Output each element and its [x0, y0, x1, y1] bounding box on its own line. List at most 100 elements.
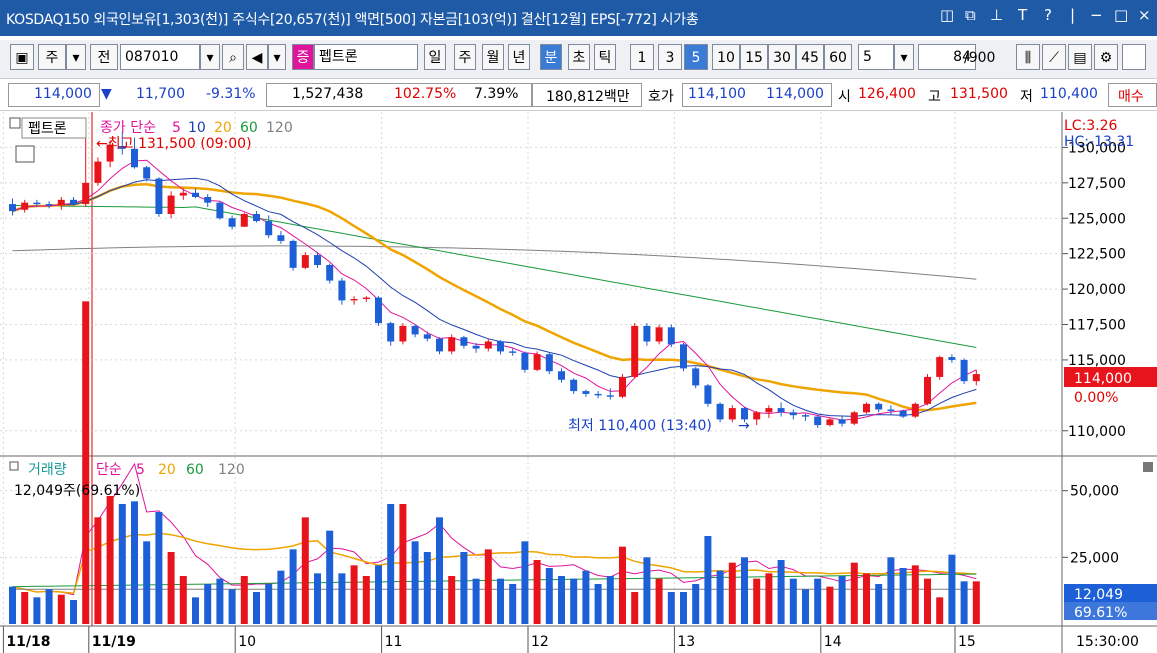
interval-dropdown-icon[interactable]: ▾	[894, 44, 914, 70]
volume-bar	[362, 576, 370, 624]
count-input[interactable]: 84	[918, 44, 976, 70]
volume-bar	[167, 552, 175, 624]
period-tick-button[interactable]: 틱	[594, 44, 616, 70]
candle-body	[582, 391, 590, 394]
stock-name-field[interactable]: 펩트론	[314, 44, 418, 70]
pin-icon[interactable]: ⊥	[990, 6, 1004, 24]
candle-body	[704, 385, 712, 404]
x-tick-label: 11/19	[92, 634, 136, 650]
volume-bar	[802, 589, 809, 624]
stock-badge: 증	[292, 44, 314, 70]
open-price: 126,400	[858, 86, 916, 102]
candle-body	[497, 341, 504, 352]
low-label: 저	[1020, 89, 1033, 105]
panel-close-icon[interactable]	[1143, 462, 1153, 472]
candle-body	[253, 214, 260, 222]
lc-label: LC:3.26	[1064, 118, 1118, 134]
interval-60-button[interactable]: 60	[824, 44, 852, 70]
week-button[interactable]: 주	[38, 44, 66, 70]
volume-bar	[924, 578, 931, 624]
high-label: 고	[928, 89, 941, 105]
period-day-button[interactable]: 일	[424, 44, 446, 70]
current-price: 114,000	[34, 86, 92, 102]
code-input[interactable]: 087010	[120, 44, 200, 70]
speaker-dropdown-icon[interactable]: ▾	[268, 44, 286, 70]
period-second-button[interactable]: 초	[568, 44, 590, 70]
interval-5-button[interactable]: 5	[684, 44, 708, 70]
dropdown-icon[interactable]: ▾	[66, 44, 86, 70]
ma120-line	[12, 245, 977, 280]
current-price-tag	[1064, 367, 1157, 387]
price-change: 11,700	[136, 86, 185, 102]
candle-body	[667, 327, 675, 345]
candle-icon[interactable]: ⫼	[1016, 44, 1040, 70]
interval-45-button[interactable]: 45	[796, 44, 824, 70]
close-button[interactable]: ×	[1138, 6, 1151, 24]
period-year-button[interactable]: 년	[508, 44, 530, 70]
help-icon[interactable]: ?	[1044, 6, 1052, 24]
interval-30-button[interactable]: 30	[768, 44, 796, 70]
candle-body	[436, 338, 443, 352]
menu-icon[interactable]: ▣	[10, 44, 34, 70]
code-dropdown-icon[interactable]: ▾	[200, 44, 220, 70]
volume-bar	[423, 552, 431, 624]
price-ma-60: 60	[240, 120, 258, 136]
low-price: 110,400	[1040, 86, 1098, 102]
interval-input[interactable]: 5	[858, 44, 894, 70]
font-icon[interactable]: T	[1018, 6, 1028, 24]
all-button[interactable]: 전	[90, 44, 118, 70]
ma10-line	[12, 177, 977, 417]
candle-body	[655, 327, 663, 342]
checkbox[interactable]	[1122, 44, 1146, 70]
bid-price: 114,000	[766, 86, 824, 102]
volume-bar	[863, 573, 870, 624]
gear-icon[interactable]: ⚙	[1094, 44, 1118, 70]
volume-bar	[82, 301, 90, 624]
candle-body	[314, 255, 321, 265]
volume-bar	[777, 560, 785, 624]
volume-bar	[57, 594, 65, 624]
maximize-button[interactable]: □	[1114, 6, 1129, 24]
volume-panel-name[interactable]: 거래량	[28, 462, 67, 478]
interval-1-button[interactable]: 1	[630, 44, 654, 70]
table-icon[interactable]	[15, 145, 35, 163]
divider-icon: |	[1070, 6, 1076, 24]
high-price: 131,500	[950, 86, 1008, 102]
volume-bar	[143, 541, 151, 624]
current-price-tag-text: 114,000	[1074, 371, 1132, 387]
popout-icon[interactable]: ⧉	[965, 6, 976, 24]
interval-3-button[interactable]: 3	[658, 44, 682, 70]
ask-price: 114,100	[688, 86, 746, 102]
volume-ma-label: 단순	[96, 462, 122, 478]
low-annotation: 최저 110,400 (13:40)	[568, 418, 712, 434]
candle-body	[216, 202, 224, 219]
search-icon[interactable]: ⌕	[222, 44, 244, 70]
volume-bar	[253, 592, 260, 624]
change-pct: -9.31%	[206, 86, 256, 102]
candle-body	[375, 297, 382, 324]
volume-bar	[33, 597, 41, 624]
interval-15-button[interactable]: 15	[740, 44, 768, 70]
candle-body	[936, 357, 944, 377]
candle-body	[399, 325, 407, 342]
minimize-button[interactable]: −	[1090, 6, 1103, 24]
save-icon[interactable]: ▤	[1068, 44, 1092, 70]
high-annotation: ←최고 131,500 (09:00)	[96, 136, 252, 152]
volume-bar	[192, 597, 199, 624]
period-month-button[interactable]: 월	[482, 44, 504, 70]
speaker-icon[interactable]: ◀	[246, 44, 268, 70]
candle-body	[887, 409, 895, 411]
volume-bar	[899, 568, 907, 624]
candle-body	[680, 344, 687, 369]
price-panel-name[interactable]: 펩트론	[28, 121, 67, 137]
candle-body	[106, 144, 114, 162]
y-tick-label: 120,000	[1068, 282, 1126, 298]
interval-10-button[interactable]: 10	[712, 44, 740, 70]
period-week-button[interactable]: 주	[454, 44, 476, 70]
line-icon[interactable]: ⟋	[1042, 44, 1066, 70]
layout-icon[interactable]: ◫	[940, 6, 955, 24]
volume-bar	[314, 573, 321, 624]
candle-body	[179, 192, 187, 196]
buy-button[interactable]: 매수	[1118, 89, 1144, 105]
period-minute-button[interactable]: 분	[540, 44, 562, 70]
